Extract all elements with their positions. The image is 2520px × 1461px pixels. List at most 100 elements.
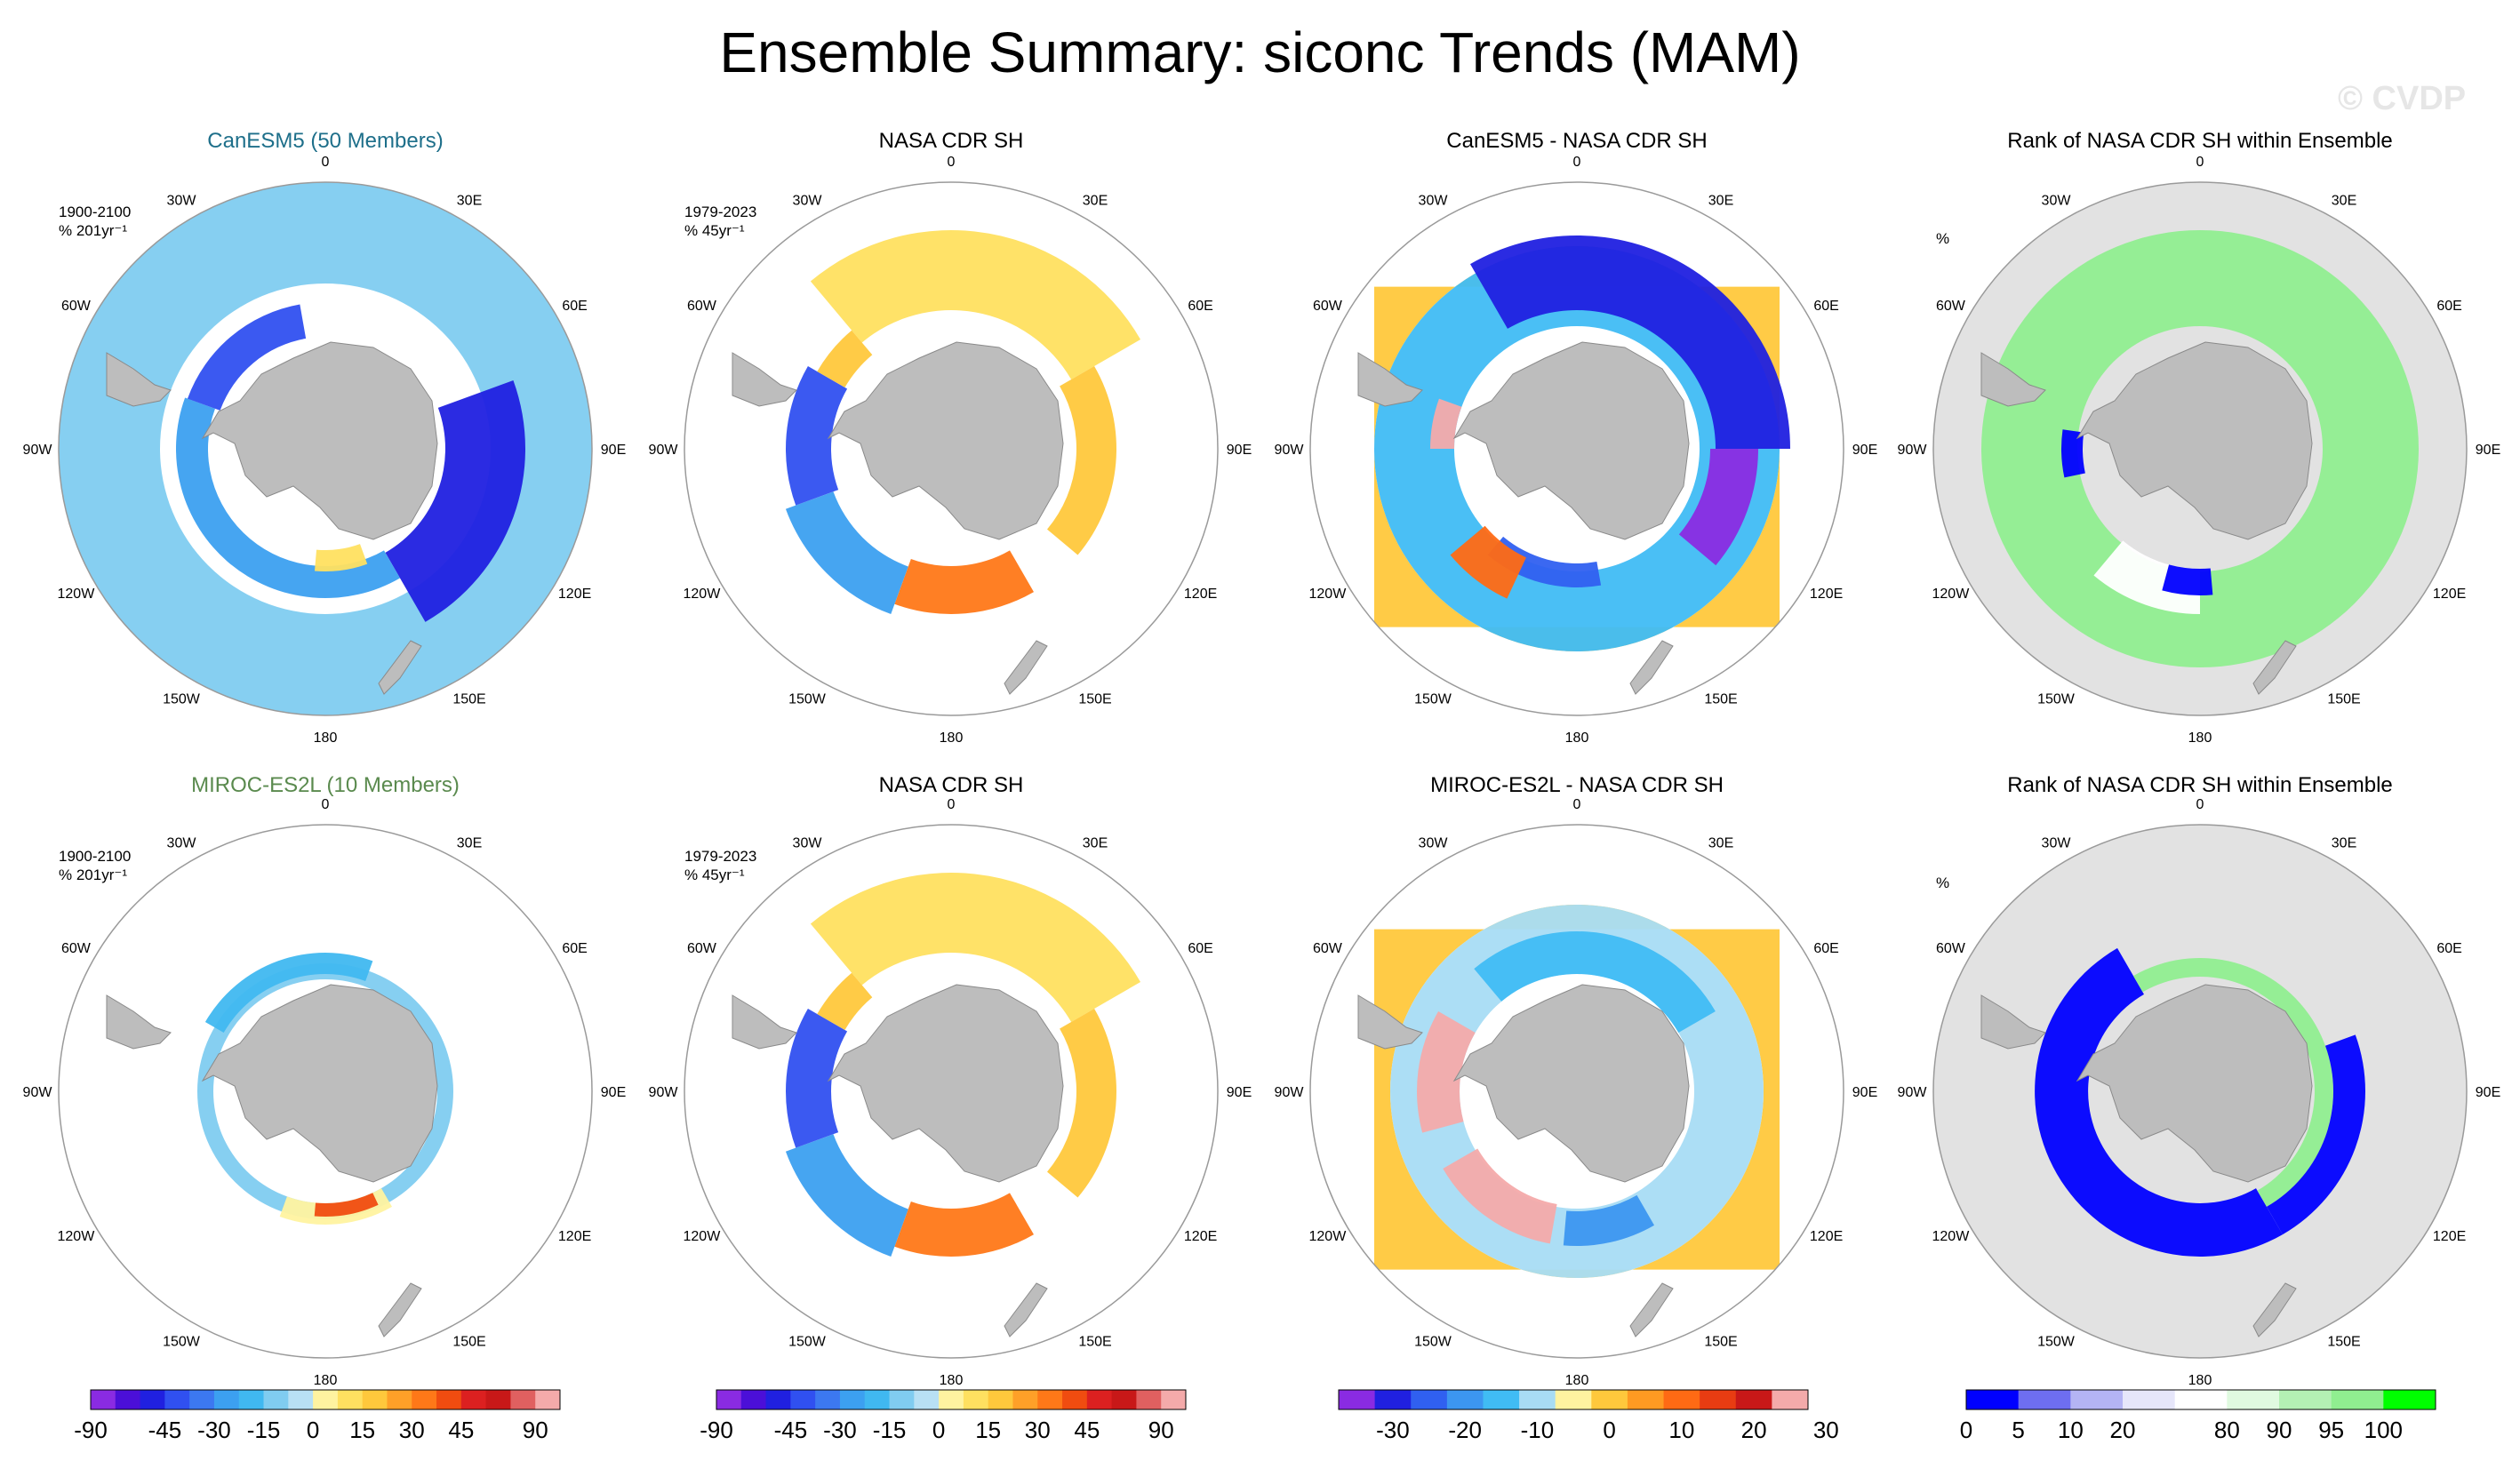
sea-ice-trend-region <box>1563 1194 1654 1246</box>
map-panel-1-3: 0 30E 60E 90E 120E 150E 180 150W 120W 90W 60W 30W <box>1898 797 2501 1388</box>
south-america-landmass <box>1357 994 1423 1050</box>
longitude-label: 30W <box>793 835 823 850</box>
colorbar-tick-label: 90 <box>2267 1417 2292 1443</box>
colorbar-tick-label: 90 <box>523 1417 548 1443</box>
longitude-label: 120W <box>58 587 96 602</box>
longitude-label: 0 <box>948 155 956 170</box>
sea-ice-trend-region <box>187 304 307 411</box>
new-zealand-landmass <box>378 640 422 695</box>
sea-ice-trend-region <box>1374 905 1780 1278</box>
longitude-label: 120W <box>1932 1229 1971 1244</box>
longitude-label: 90E <box>1227 443 1252 458</box>
longitude-label: 30E <box>1083 193 1108 208</box>
colorbar-swatch <box>2279 1390 2332 1409</box>
longitude-label: 150E <box>452 1335 485 1350</box>
longitude-label: 60E <box>2436 299 2461 314</box>
colorbar-swatch <box>1411 1390 1448 1409</box>
colorbar-tick-label: 0 <box>1960 1417 1972 1443</box>
longitude-label: 150W <box>2037 692 2076 707</box>
panel-title: Rank of NASA CDR SH within Ensemble <box>2007 773 2393 797</box>
longitude-label: 30W <box>2042 835 2072 850</box>
sea-ice-trend-region <box>2093 540 2200 614</box>
colorbar-trend90: -90 -45 -30 -15 0 15 30 45 90 <box>74 1389 561 1443</box>
colorbar-swatch <box>510 1390 536 1409</box>
sea-ice-trend-region <box>894 1193 1034 1257</box>
longitude-label: 150E <box>1078 692 1111 707</box>
sea-ice-trend-region <box>785 1134 908 1257</box>
sea-ice-trend-region <box>810 873 1141 1022</box>
longitude-label: 90E <box>601 443 626 458</box>
units-label: % <box>1936 230 1950 247</box>
sea-ice-trend-region <box>1047 1009 1116 1198</box>
colorbar-swatch <box>2227 1390 2280 1409</box>
antarctica-landmass <box>201 341 438 540</box>
colorbar-swatch <box>238 1390 265 1409</box>
colorbar-rank: 0 5 10 20 80 90 95 100 <box>1960 1389 2436 1443</box>
south-america-landmass <box>106 352 172 407</box>
longitude-label: 60W <box>1936 299 1966 314</box>
colorbar-swatch <box>1446 1390 1484 1409</box>
longitude-label: 90W <box>1898 1085 1928 1100</box>
colorbar-swatch <box>2174 1390 2228 1409</box>
map-boundary <box>1932 181 2468 716</box>
colorbar-tick-label: 5 <box>2012 1417 2024 1443</box>
colorbar-swatch <box>1483 1390 1520 1409</box>
colorbar-tick-label: 10 <box>2058 1417 2084 1443</box>
south-america-landmass <box>1357 352 1423 407</box>
map-boundary <box>1309 824 1844 1359</box>
colorbar-swatch <box>485 1390 511 1409</box>
longitude-label: 0 <box>2196 797 2204 812</box>
map-panel-0-3: 0 30E 60E 90E 120E 150E 180 150W 120W 90W 60W 30W <box>1898 155 2501 746</box>
longitude-label: 180 <box>314 730 338 746</box>
colorbar-tick-label: 45 <box>448 1417 474 1443</box>
longitude-label: 0 <box>2196 155 2204 170</box>
south-america-landmass <box>732 352 797 407</box>
longitude-label: 30E <box>1708 835 1733 850</box>
colorbar-swatch <box>189 1390 215 1409</box>
antarctica-landmass <box>2076 984 2313 1183</box>
watermark: © CVDP <box>2338 80 2467 117</box>
longitude-label: 60E <box>562 299 587 314</box>
sea-ice-trend-region <box>1474 931 1716 1033</box>
map-boundary <box>1309 181 1844 716</box>
colorbar-tick-label: 95 <box>2318 1417 2344 1443</box>
colorbar-swatch <box>1772 1390 1809 1409</box>
period-label: 1979-2023 <box>684 204 757 220</box>
colorbar-tick-label: 90 <box>1148 1417 1174 1443</box>
colorbar-swatch <box>815 1390 841 1409</box>
longitude-label: 30W <box>1419 835 1449 850</box>
map-boundary <box>1932 824 2468 1359</box>
longitude-label: 180 <box>2188 730 2212 746</box>
colorbar-swatch <box>963 1390 989 1409</box>
colorbar-swatch <box>864 1390 891 1409</box>
longitude-label: 60E <box>1813 941 1838 956</box>
colorbar-frame <box>1338 1389 1809 1410</box>
longitude-label: 150W <box>163 692 201 707</box>
map-panel-1-1: 0 30E 60E 90E 120E 150E 180 150W 120W 90W 60W 30W <box>649 797 1252 1388</box>
colorbar-tick-label: 45 <box>1074 1417 1100 1443</box>
sea-ice-trend-region <box>894 550 1034 614</box>
units-label: % 201yr⁻¹ <box>59 222 127 239</box>
longitude-label: 180 <box>1565 730 1589 746</box>
colorbar-tick-label: 100 <box>2364 1417 2403 1443</box>
longitude-label: 120W <box>1309 1229 1348 1244</box>
sea-ice-trend-region <box>2133 957 2333 1207</box>
longitude-label: 30E <box>2332 835 2356 850</box>
longitude-label: 30W <box>793 193 823 208</box>
sea-ice-trend-region <box>2162 564 2213 595</box>
longitude-label: 30W <box>1419 193 1449 208</box>
colorbar-tick-label: 15 <box>349 1417 375 1443</box>
colorbar-swatch <box>288 1390 314 1409</box>
longitude-label: 30E <box>457 835 482 850</box>
colorbar-tick-label: 30 <box>1025 1417 1051 1443</box>
colorbar-swatch <box>2331 1390 2384 1409</box>
longitude-label: 60W <box>687 941 717 956</box>
longitude-label: 90E <box>1852 1085 1877 1100</box>
longitude-label: 90E <box>2476 443 2500 458</box>
longitude-label: 30W <box>167 835 197 850</box>
south-america-landmass <box>732 994 797 1050</box>
longitude-label: 30W <box>2042 193 2072 208</box>
colorbar-swatch <box>1111 1390 1137 1409</box>
longitude-label: 60E <box>1188 299 1212 314</box>
